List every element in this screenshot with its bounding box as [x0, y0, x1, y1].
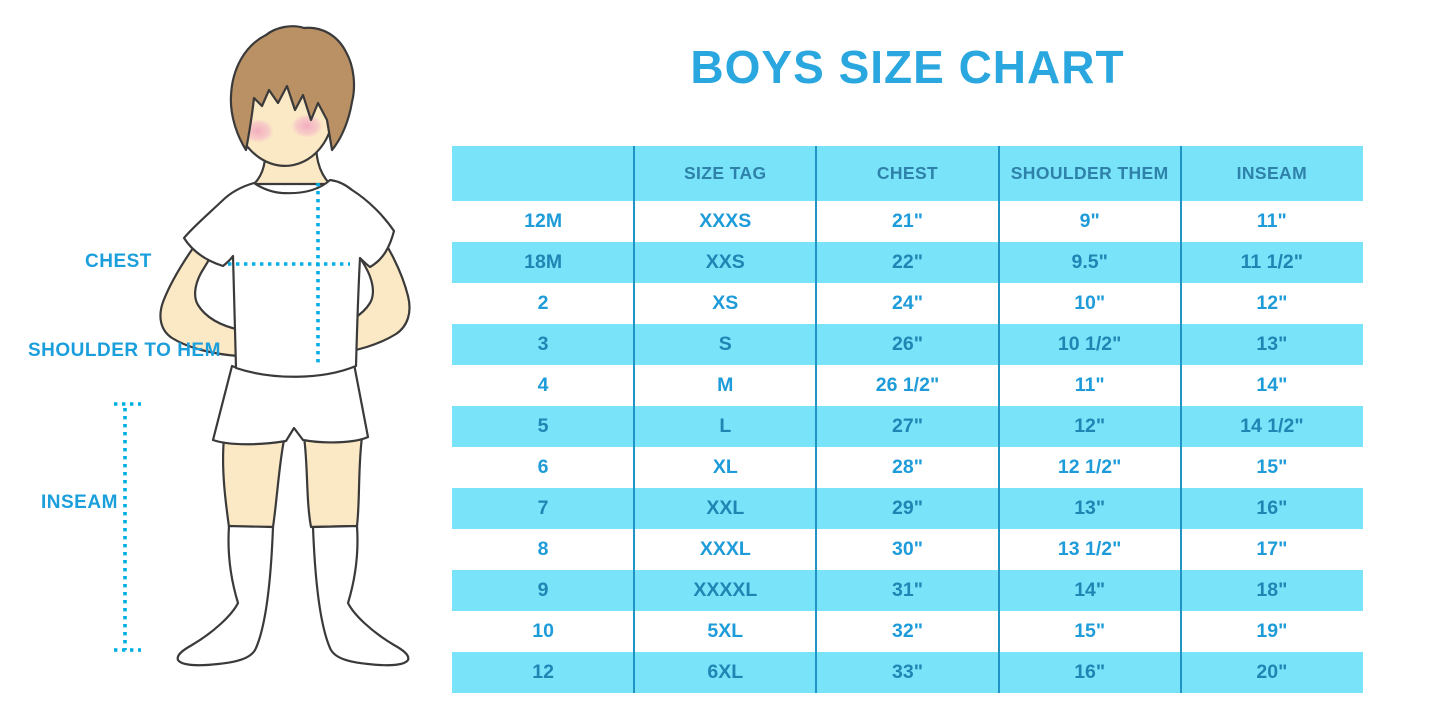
table-cell: 5 — [537, 415, 549, 437]
left-leg — [221, 436, 286, 529]
table-cell: 8 — [537, 538, 549, 560]
table-cell: 18" — [1256, 579, 1288, 601]
boy-figure-drawing — [114, 25, 411, 667]
table-cell: 20" — [1256, 661, 1288, 683]
inseam-label: INSEAM — [41, 492, 118, 513]
table-cell: XL — [712, 456, 738, 478]
table-cell: 16" — [1256, 497, 1288, 519]
header-cell: CHEST — [876, 163, 939, 183]
table-cell: 9.5" — [1071, 251, 1108, 273]
table-cell: 11" — [1074, 374, 1105, 396]
table-cell: 12M — [524, 210, 563, 232]
table-row: 10 5XL 32" 15" 19" — [452, 611, 1363, 652]
left-sock — [176, 524, 275, 667]
table-cell: 15" — [1256, 456, 1288, 478]
column-divider — [1179, 146, 1182, 693]
table-cell: 29" — [892, 497, 923, 519]
header-cell — [452, 146, 634, 201]
table-row: 2 XS 24" 10" 12" — [452, 283, 1363, 324]
table-cell: 10 1/2" — [1057, 333, 1122, 355]
table-cell: 14" — [1074, 579, 1106, 601]
table-cell: 22" — [892, 251, 923, 273]
table-cell: 12 1/2" — [1057, 456, 1122, 478]
table-cell: 14 1/2" — [1240, 415, 1304, 437]
table-cell: 4 — [537, 374, 549, 396]
table-cell: 11 1/2" — [1240, 251, 1304, 273]
table-cell: 13" — [1074, 497, 1106, 519]
table-cell: 30" — [892, 538, 923, 560]
shoulder-to-hem-label: SHOULDER TO HEM — [28, 340, 221, 361]
table-cell: 33" — [892, 661, 923, 683]
table-cell: M — [717, 374, 734, 396]
table-cell: 16" — [1074, 661, 1106, 683]
table-cell: L — [719, 415, 732, 437]
table-cell: 17" — [1256, 538, 1288, 560]
table-cell: 21" — [892, 210, 923, 232]
table-cell: 19" — [1256, 620, 1288, 642]
table-cell: 7 — [537, 497, 549, 519]
table-cell: 11" — [1256, 210, 1287, 232]
table-cell: 12" — [1256, 292, 1288, 314]
table-cell: 9 — [537, 579, 549, 601]
hair — [229, 25, 356, 152]
table-cell: XXXS — [699, 210, 752, 232]
table-cell: 3 — [537, 333, 549, 355]
header-cell: SIZE TAG — [683, 163, 767, 183]
table-cell: 18M — [524, 251, 563, 273]
table-cell: 32" — [892, 620, 923, 642]
table-cell: 28" — [892, 456, 923, 478]
boy-illustration: CHEST SHOULDER TO HEM INSEAM — [0, 0, 450, 723]
table-cell: 13" — [1256, 333, 1288, 355]
table-cell: 9" — [1079, 210, 1100, 232]
table-cell: 12 — [532, 661, 554, 683]
table-cell: 12" — [1074, 415, 1106, 437]
table-cell: S — [718, 333, 732, 355]
table-cell: 26 1/2" — [875, 374, 940, 396]
table-header-row: SIZE TAG CHEST SHOULDER THEM INSEAM — [452, 146, 1363, 201]
table-row: 5 L 27" 12" 14 1/2" — [452, 406, 1363, 447]
table-cell: 2 — [537, 292, 549, 314]
t-shirt — [182, 178, 396, 378]
table-cell: 6XL — [707, 661, 744, 683]
table-row: 7 XXL 29" 13" 16" — [452, 488, 1363, 529]
table-cell: XXXL — [699, 538, 751, 560]
column-divider — [815, 146, 818, 693]
table-cell: 26" — [892, 333, 923, 355]
table-cell: 10" — [1074, 292, 1106, 314]
table-row: 12M XXXS 21" 9" 11" — [452, 201, 1363, 242]
header-cell: SHOULDER THEM — [1010, 163, 1169, 183]
table-cell: 6 — [537, 456, 549, 478]
table-row: 4 M 26 1/2" 11" 14" — [452, 365, 1363, 406]
table-cell: XXS — [705, 251, 745, 273]
table-cell: 31" — [892, 579, 923, 601]
table-row: 3 S 26" 10 1/2" 13" — [452, 324, 1363, 365]
table-cell: XXXXL — [693, 579, 758, 601]
size-table: SIZE TAG CHEST SHOULDER THEM INSEAM 12M XXXS 2… — [452, 146, 1363, 693]
table-row: 9 XXXXL 31" 14" 18" — [452, 570, 1363, 611]
chest-label: CHEST — [85, 251, 152, 272]
table-cell: 10 — [532, 620, 554, 642]
header-cell: INSEAM — [1236, 163, 1308, 183]
right-leg — [302, 435, 364, 529]
right-blush — [291, 114, 323, 138]
table-cell: XXL — [706, 497, 745, 519]
column-divider — [997, 146, 1000, 693]
table-cell: 24" — [892, 292, 923, 314]
table-row: 18M XXS 22" 9.5" 11 1/2" — [452, 242, 1363, 283]
table-cell: XS — [712, 292, 739, 314]
column-divider — [633, 146, 636, 693]
page-title: BOYS SIZE CHART — [690, 41, 1125, 93]
right-sock — [311, 524, 410, 667]
table-cell: 15" — [1074, 620, 1106, 642]
table-row: 6 XL 28" 12 1/2" 15" — [452, 447, 1363, 488]
table-row: 8 XXXL 30" 13 1/2" 17" — [452, 529, 1363, 570]
table-cell: 27" — [892, 415, 923, 437]
table-cell: 14" — [1256, 374, 1288, 396]
table-cell: 13 1/2" — [1057, 538, 1122, 560]
table-row: 12 6XL 33" 16" 20" — [452, 652, 1363, 693]
table-cell: 5XL — [707, 620, 744, 642]
